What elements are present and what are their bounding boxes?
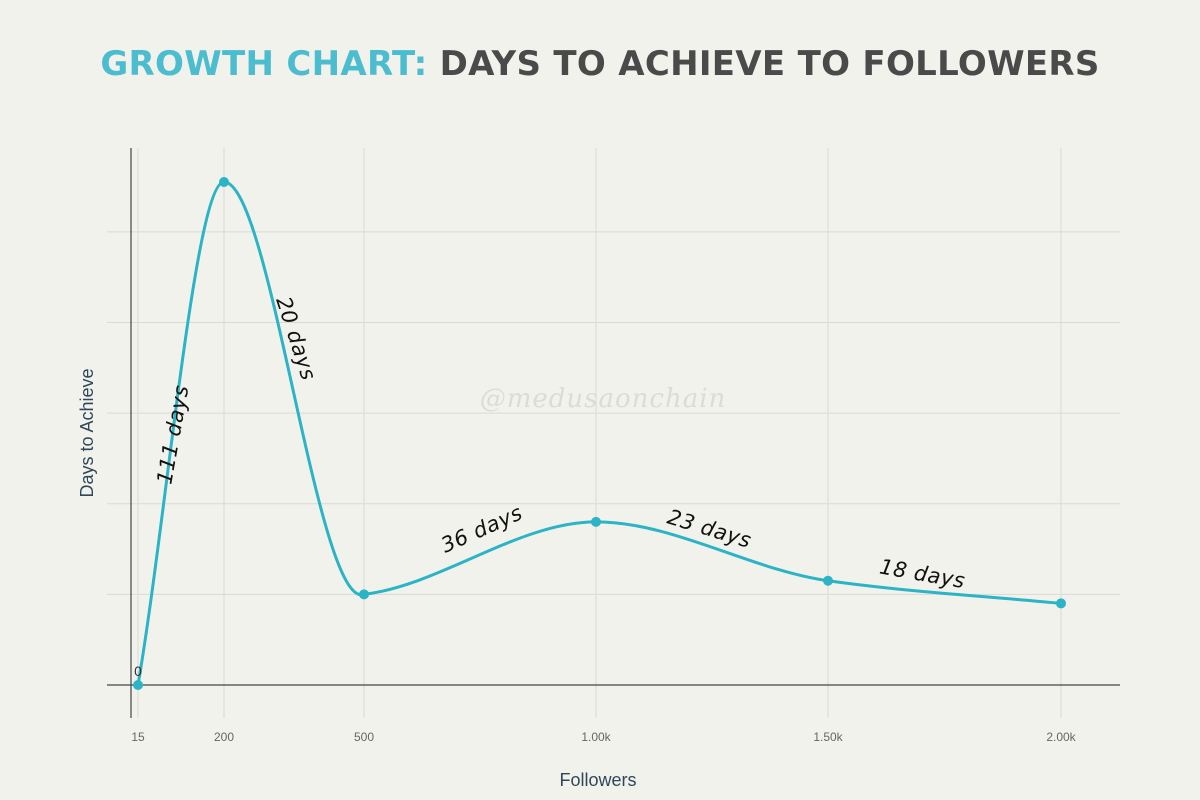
x-tick-label: 2.00k [1046, 730, 1076, 744]
data-point [359, 589, 369, 600]
segment-annotation: 20 days [271, 294, 321, 384]
data-point [133, 680, 143, 690]
axes [107, 148, 1120, 718]
data-label: 0 [134, 663, 142, 679]
data-point [823, 575, 833, 586]
y-axis-title: Days to Achieve [77, 368, 97, 497]
series-line-group [136, 180, 1063, 687]
segment-annotation: 111 days [152, 383, 193, 486]
x-tick-label: 500 [354, 730, 374, 744]
chart-title-rest: DAYS TO ACHIEVE TO FOLLOWERS [439, 44, 1100, 84]
watermark: @medusaonchain [480, 384, 727, 414]
chart-title: GROWTH CHART: DAYS TO ACHIEVE TO FOLLOWE… [0, 44, 1200, 84]
data-point [591, 516, 601, 527]
segment-annotation: 36 days [437, 501, 526, 558]
tick-labels: 15 200 500 1.00k 1.50k 2.00k [131, 730, 1076, 744]
series-line [136, 180, 1063, 687]
data-point [219, 177, 229, 187]
x-axis-title: Followers [559, 770, 636, 790]
chart-title-highlight: GROWTH CHART: [100, 44, 428, 84]
grid [107, 148, 1120, 718]
x-tick-label: 200 [214, 730, 234, 744]
x-tick-label: 1.50k [813, 730, 843, 744]
data-point [1056, 598, 1066, 609]
x-tick-label: 15 [131, 730, 145, 744]
data-points: 0 [133, 177, 1066, 690]
x-tick-label: 1.00k [581, 730, 611, 744]
